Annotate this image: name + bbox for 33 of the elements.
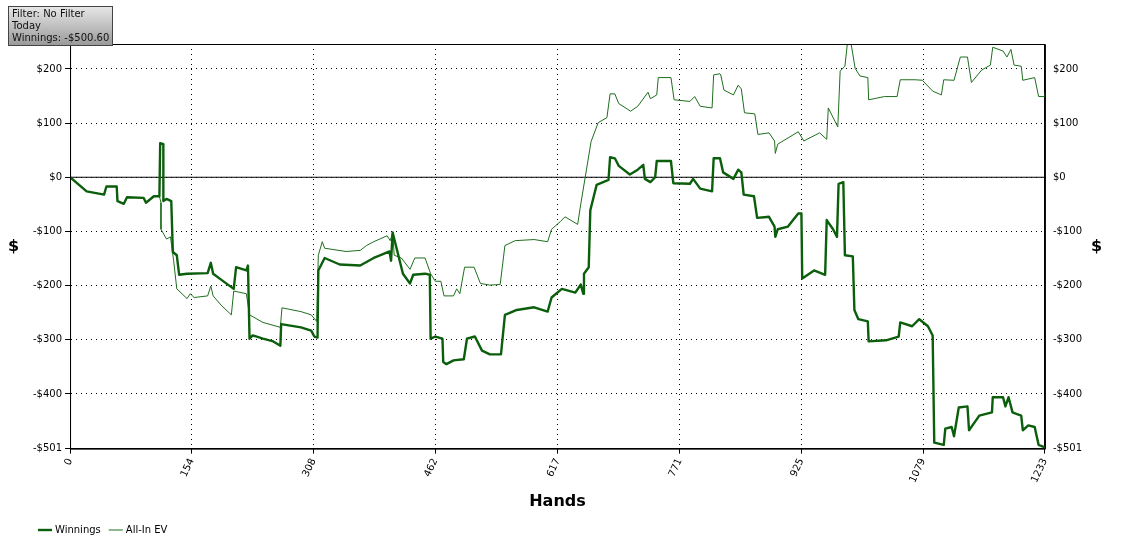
x-tick-label: 1079 (906, 456, 928, 485)
x-tick-label: 0 (61, 456, 75, 467)
x-tick-label: 154 (177, 456, 196, 479)
y-tick-label: -$300 (33, 333, 63, 345)
y-tick-label: -$100 (33, 225, 63, 237)
y-tick-label: $100 (36, 116, 63, 128)
legend-label: All-In EV (125, 523, 168, 535)
text: Winnings: -$500.60 (12, 32, 110, 44)
x-tick-label: 308 (299, 456, 318, 479)
y2-tick-label: $100 (1052, 116, 1079, 128)
x-tick-label: 925 (787, 456, 806, 479)
y2-axis-title: $ (1091, 236, 1103, 256)
x-tick-label: 1233 (1028, 456, 1050, 485)
y-tick-label: $200 (36, 62, 63, 74)
y-tick-label: -$501 (33, 442, 63, 454)
x-axis-title: Hands (529, 490, 586, 510)
y2-tick-label: -$400 (1052, 387, 1082, 399)
y-tick-label: -$400 (33, 387, 63, 399)
text: Today (12, 20, 42, 32)
y2-tick-label: -$100 (1052, 225, 1082, 237)
x-tick-label: 771 (665, 456, 684, 479)
text: Filter: No Filter (12, 8, 86, 20)
y2-tick-label: -$501 (1052, 442, 1082, 454)
y-axis-title: $ (8, 236, 20, 256)
y2-tick-label: $200 (1052, 62, 1079, 74)
x-tick-label: 617 (544, 456, 563, 479)
y2-tick-label: $0 (1052, 170, 1066, 182)
x-tick-label: 462 (421, 456, 440, 479)
y2-tick-label: -$200 (1052, 279, 1082, 291)
legend-label: Winnings (55, 523, 101, 535)
y-tick-label: -$200 (33, 279, 63, 291)
y-tick-label: $0 (49, 170, 63, 182)
y2-tick-label: -$300 (1052, 333, 1082, 345)
